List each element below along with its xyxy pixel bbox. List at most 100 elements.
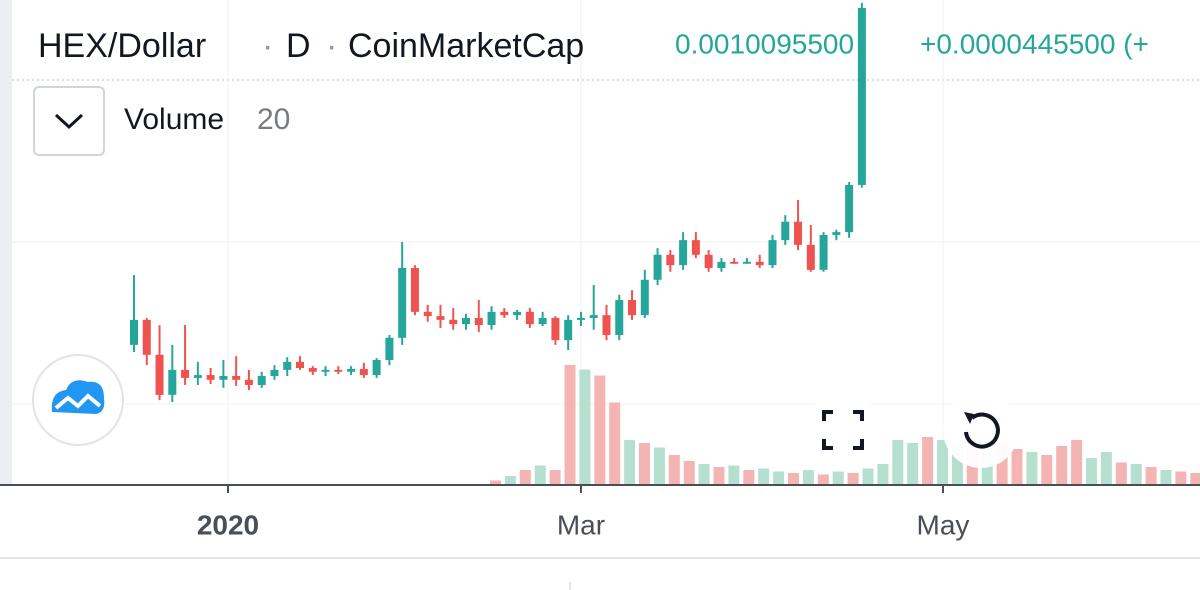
candle-body (436, 316, 445, 320)
volume-bar (832, 471, 844, 485)
candle-body (296, 361, 305, 368)
candle-body (474, 317, 483, 326)
volume-bar (1145, 467, 1157, 485)
candle-body (513, 311, 522, 316)
reset-button[interactable] (943, 392, 1019, 468)
reset-arrow (964, 412, 974, 424)
left-strip (0, 0, 12, 485)
candle-body (806, 244, 815, 270)
candle-body (755, 261, 764, 266)
button-circle (805, 392, 881, 468)
candle-body (500, 311, 509, 316)
volume-bar (1056, 446, 1068, 485)
volume-bar (728, 465, 740, 485)
candle-body (270, 369, 279, 377)
candle-body (155, 354, 164, 395)
candle-body (219, 376, 228, 380)
volume-bar (549, 470, 561, 485)
volume-bar (773, 471, 785, 485)
volume-bar (698, 464, 710, 485)
candle-body (819, 234, 828, 270)
candle-body (589, 315, 598, 318)
candle-body (385, 337, 394, 360)
volume-bar (847, 473, 859, 485)
candle-body (640, 279, 649, 316)
candle-body (462, 317, 471, 325)
volume-bar (713, 467, 725, 485)
volume-bar (1100, 452, 1112, 485)
candle-body (679, 240, 688, 266)
volume-bar (1086, 458, 1097, 485)
candle-body (181, 369, 190, 378)
legend-toggle[interactable] (33, 86, 105, 156)
candle-body (845, 184, 854, 233)
volume-bar (892, 440, 904, 485)
volume-name: Volume (124, 103, 224, 136)
volume-bar (683, 461, 695, 485)
volume-bar (1160, 470, 1172, 485)
x-tick-label: Mar (557, 509, 605, 540)
logo-button[interactable] (32, 354, 124, 446)
source: CoinMarketCap (348, 27, 584, 65)
volume-bar (594, 375, 606, 485)
plot (130, 0, 1200, 485)
candle-body (308, 367, 317, 372)
candle-body (832, 232, 841, 235)
candle-body (359, 368, 368, 376)
volume-bar (504, 476, 516, 485)
volume-bar (1011, 449, 1023, 485)
candle-body (423, 311, 432, 317)
candle-body (602, 315, 611, 335)
volume-bar (1190, 473, 1200, 485)
volume-bar (922, 437, 934, 485)
volume-bar (534, 465, 546, 485)
volume-bar (639, 443, 650, 485)
candle-body (742, 261, 751, 264)
candle-body (398, 267, 407, 338)
volume-bar (788, 473, 799, 485)
candle-body (704, 254, 713, 268)
volume-bar (877, 464, 889, 485)
candle-body (232, 376, 241, 380)
logo-cloud (51, 380, 105, 414)
candle-body (321, 369, 330, 372)
candle-body (666, 254, 675, 266)
fullscreen-button[interactable] (805, 392, 881, 468)
candle-body (730, 261, 739, 264)
volume-bar (907, 443, 919, 485)
candle-body (193, 375, 202, 378)
volume-bar (668, 455, 680, 485)
volume-bar (758, 468, 770, 485)
volume-bar (579, 369, 591, 485)
reset-icon (964, 412, 1000, 449)
volume-bar (1071, 440, 1083, 485)
volume-bar (937, 440, 948, 485)
button-circle (943, 392, 1019, 468)
volume-bar (1115, 462, 1127, 485)
candle-body (525, 311, 534, 325)
candle-body (334, 369, 343, 372)
candle-body (142, 319, 151, 355)
volume-bar (743, 470, 755, 485)
volume-bar (1041, 455, 1053, 485)
volume-bar (817, 474, 829, 485)
candle-body (487, 311, 496, 326)
x-tick-label: May (917, 509, 970, 540)
separator-dot: · (262, 27, 273, 65)
candle-body (653, 254, 662, 280)
candle-body (768, 240, 777, 266)
fullscreen-icon (822, 410, 864, 450)
logo-wave (54, 393, 102, 410)
volume-length: 20 (257, 103, 290, 136)
candle-body (576, 317, 585, 320)
volume-bar (519, 470, 531, 485)
volume-bar (1175, 471, 1187, 485)
candle-body (168, 369, 177, 395)
volume-bar (951, 444, 963, 485)
volume-bar (490, 480, 501, 485)
candle-body (564, 319, 573, 341)
candle-body (244, 379, 253, 385)
volume-bar (564, 365, 576, 485)
